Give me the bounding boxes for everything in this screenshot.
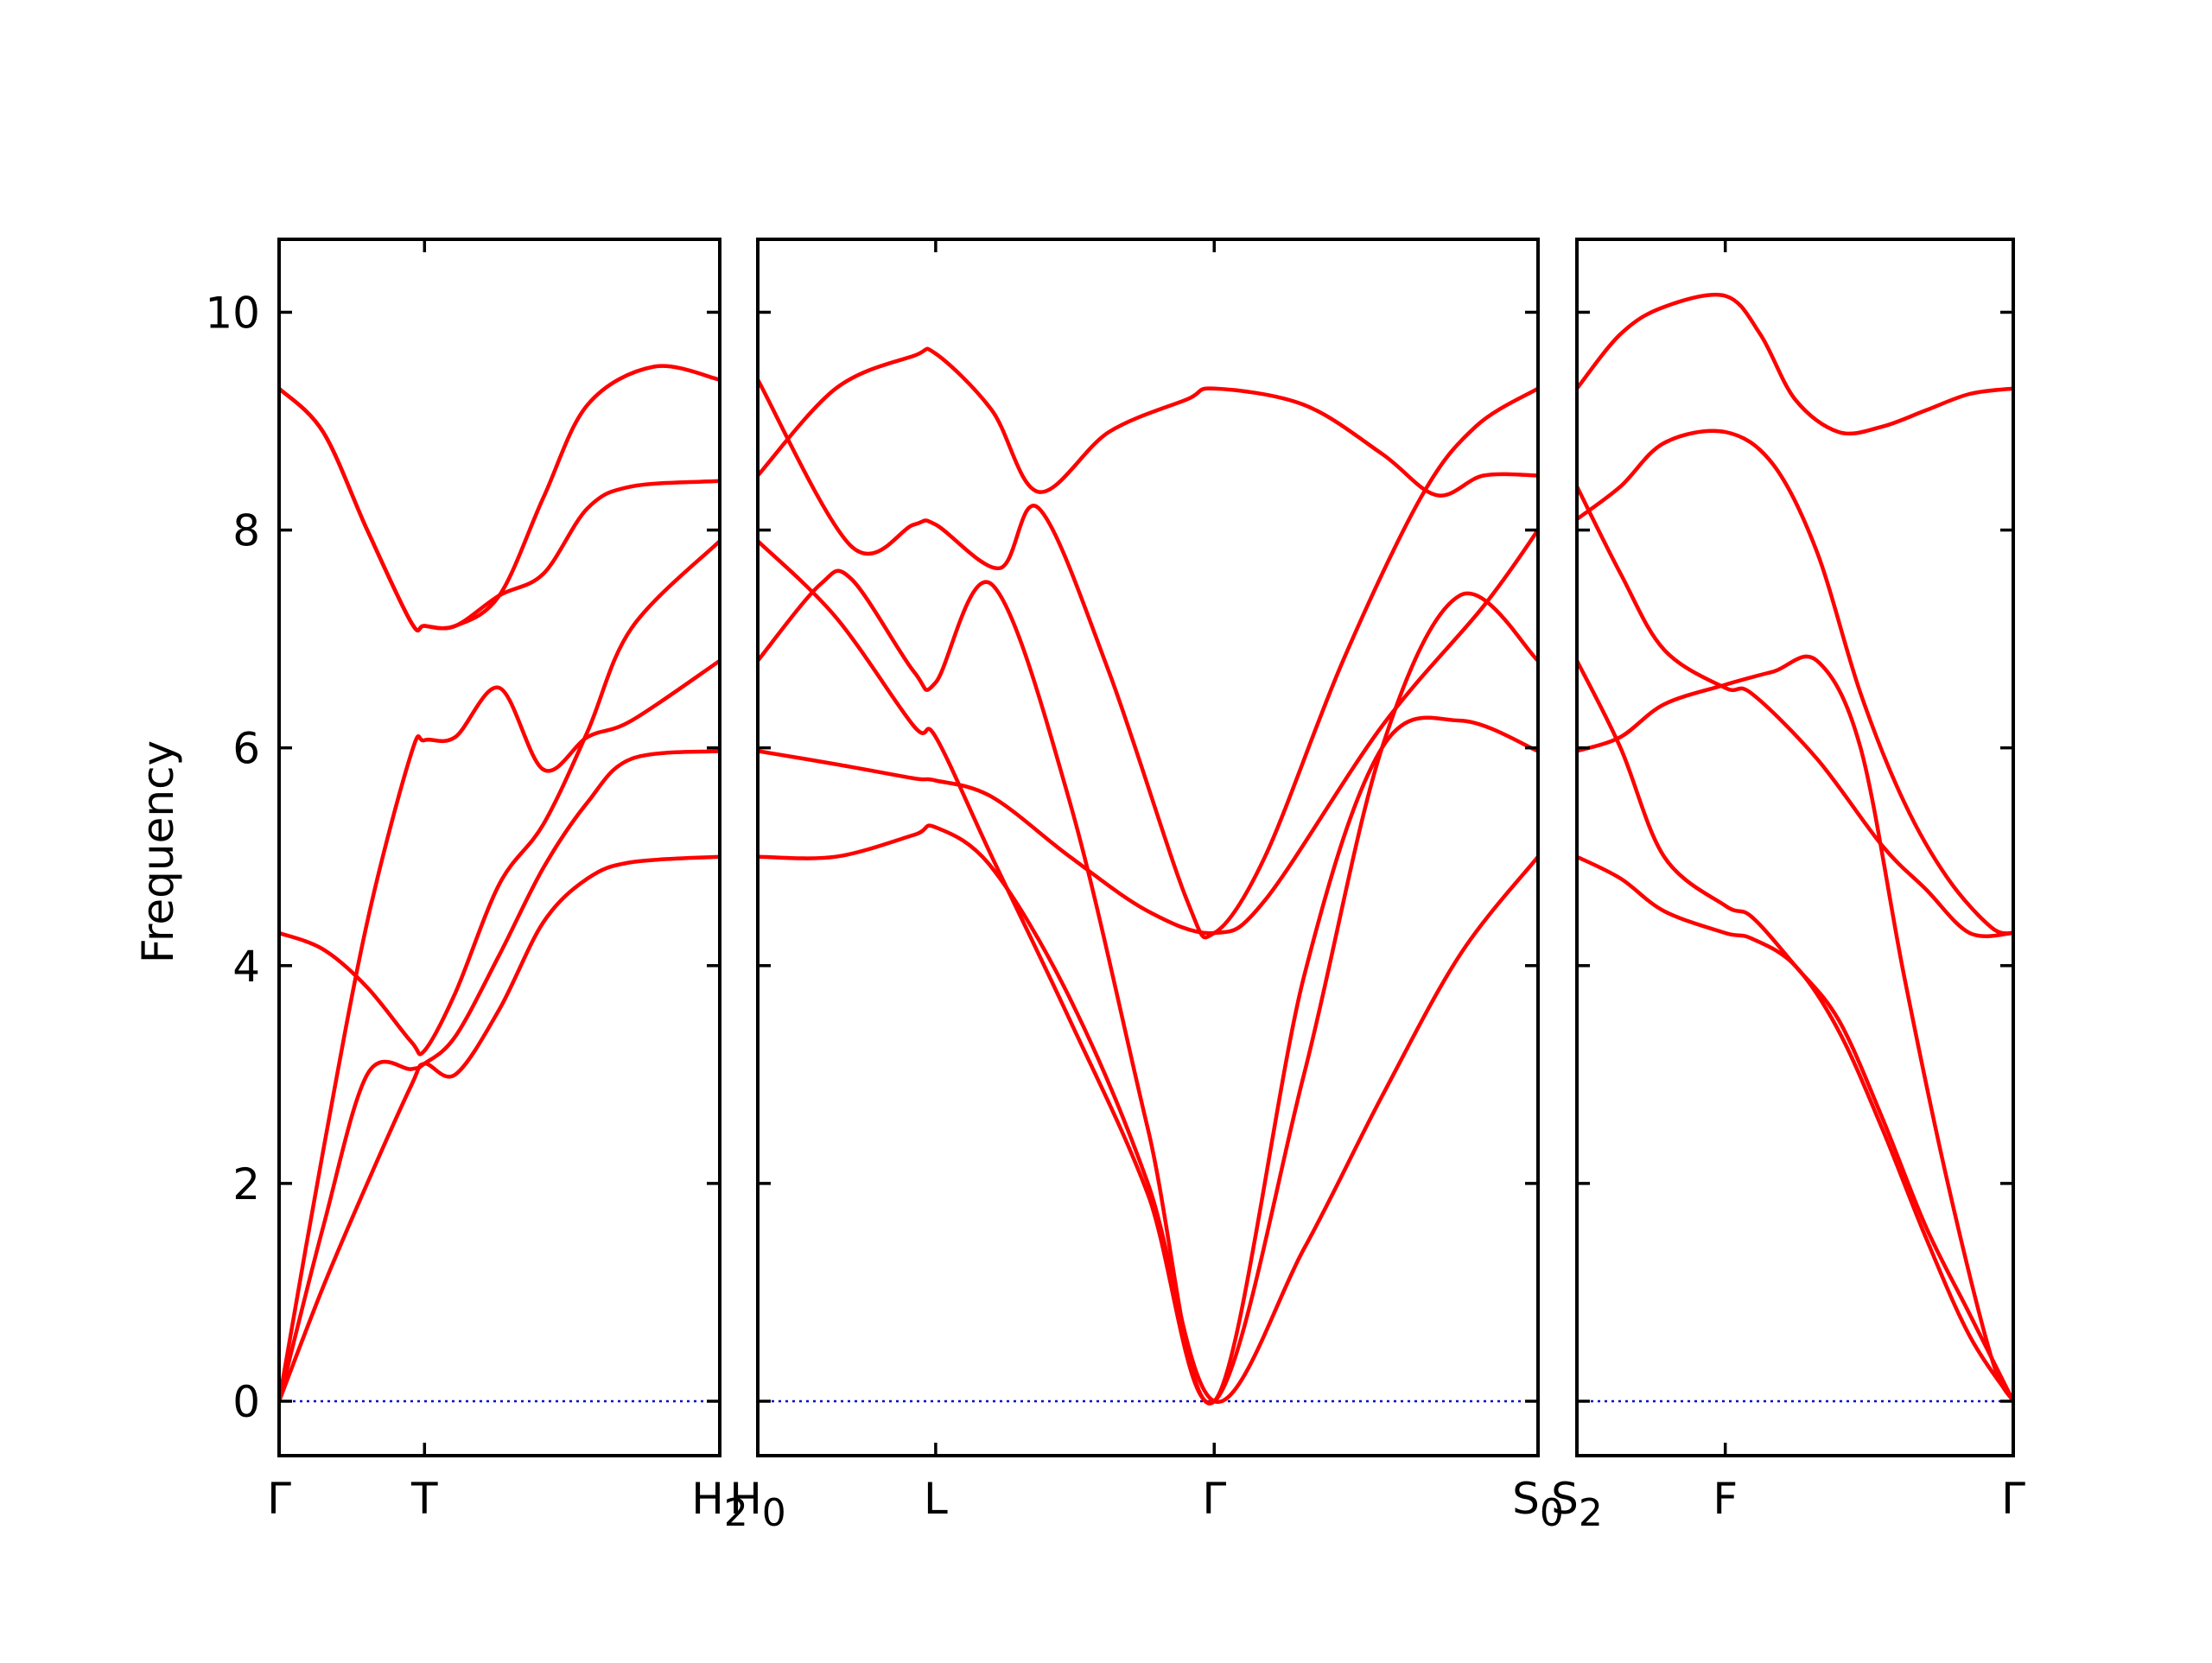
x-tick-label-main: Γ	[1202, 1474, 1226, 1524]
x-tick-label-1: S2	[1551, 1474, 1603, 1535]
x-tick-label-main: H	[729, 1474, 762, 1524]
x-tick-label-main: S	[1551, 1474, 1579, 1524]
band-line-6	[758, 346, 1538, 498]
x-tick-label-main: S	[1512, 1474, 1540, 1524]
y-tick-label: 2	[232, 1159, 260, 1209]
x-tick-label-main: L	[924, 1474, 948, 1524]
band-line-3	[758, 568, 1538, 1406]
band-line-1	[1577, 854, 2013, 1404]
panel-2: H0 L Γ S0	[729, 238, 1564, 1535]
panel-frame	[277, 238, 721, 1457]
y-tick-label: 4	[232, 942, 260, 992]
band-line-1	[758, 823, 1538, 1404]
y-tick-label: 10	[205, 288, 260, 338]
band-line-2	[758, 528, 1538, 936]
band-line-2	[279, 749, 720, 1404]
x-tick-label-main: F	[1713, 1474, 1738, 1524]
band-line-6	[279, 364, 720, 633]
x-tick-label-2: F	[1713, 1474, 1738, 1524]
band-line-3	[279, 538, 720, 1057]
panel-frame	[756, 238, 1540, 1457]
y-axis-label: Frequency	[133, 740, 183, 963]
x-tick-label-1: Γ	[267, 1474, 291, 1524]
band-lines	[1577, 292, 2013, 1404]
x-tick-label-2: L	[924, 1474, 948, 1524]
y-tick-label: 8	[232, 506, 260, 556]
x-tick-label-main: Γ	[267, 1474, 291, 1524]
x-tick-label-main: Γ	[2001, 1474, 2025, 1524]
x-tick-label-subscript: 2	[724, 1491, 748, 1535]
x-tick-label-subscript: 2	[1579, 1491, 1603, 1535]
x-tick-label-main: T	[410, 1474, 438, 1524]
x-tick-label-3: H2	[691, 1474, 748, 1535]
band-line-2	[1577, 658, 2013, 1404]
x-tick-label-subscript: 0	[1540, 1491, 1564, 1535]
y-tick-label: 6	[232, 724, 260, 774]
band-line-5	[758, 378, 1538, 940]
x-tick-label-2: T	[410, 1474, 438, 1524]
band-lines	[758, 346, 1538, 1406]
panel-frame	[1575, 238, 2015, 1457]
x-tick-label-3: Γ	[1202, 1474, 1226, 1524]
panel-3: S2 F Γ	[1551, 238, 2025, 1535]
band-line-4	[1577, 654, 2013, 1404]
x-tick-label-4: S0	[1512, 1474, 1564, 1535]
band-line-5	[1577, 428, 2013, 936]
band-line-4	[279, 658, 720, 1404]
y-tick-label: 0	[232, 1377, 260, 1427]
band-lines	[279, 364, 720, 1404]
x-tick-label-3: Γ	[2001, 1474, 2025, 1524]
x-tick-label-main: H	[691, 1474, 724, 1524]
band-line-1	[279, 854, 720, 1404]
x-tick-label-1: H0	[729, 1474, 786, 1535]
band-line-6	[1577, 292, 2013, 436]
band-line-3	[1577, 484, 2013, 938]
band-line-4	[758, 538, 1538, 1406]
x-tick-label-subscript: 0	[762, 1491, 786, 1535]
